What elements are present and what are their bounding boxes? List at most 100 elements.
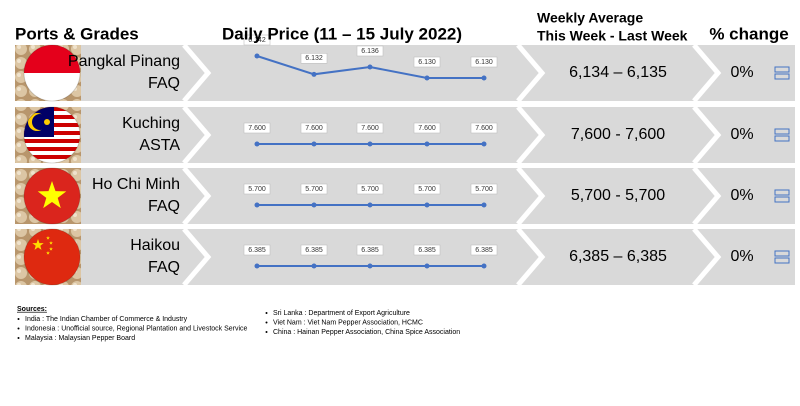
price-point: [311, 141, 317, 147]
price-label: 6.130: [418, 59, 436, 66]
detail-icon: [774, 189, 790, 196]
flag-part: [49, 247, 53, 251]
flag-shade: [23, 228, 81, 286]
price-label: 6.130: [475, 59, 493, 66]
change: 0%: [730, 126, 753, 143]
price-label-box: [356, 183, 384, 195]
chevron: [182, 166, 212, 226]
header-daily-price: Daily Price (11 – 15 July 2022): [222, 24, 462, 43]
chevron: [182, 43, 212, 103]
port-name: Kuching: [122, 115, 180, 132]
price-label-box: [470, 56, 498, 68]
detail-icon: [774, 66, 790, 73]
price-point: [367, 202, 373, 208]
grade: FAQ: [148, 75, 180, 92]
price-row: Kuching ASTA 7,600 - 7,600 0% 7.600 7.600 7.60…: [15, 105, 795, 165]
price-label-box: [300, 122, 328, 134]
price-point: [367, 141, 373, 147]
flag-shade: [23, 167, 81, 225]
flag: [24, 168, 80, 224]
bullet: [17, 327, 20, 330]
price-label: 5.700: [361, 186, 379, 193]
grade: ASTA: [139, 137, 180, 154]
price-label-box: [470, 183, 498, 195]
row-band: [15, 107, 795, 163]
price-label: 7.600: [361, 125, 379, 132]
price-label-box: [243, 122, 271, 134]
source-item: Malaysia : Malaysian Pepper Board: [25, 335, 135, 342]
price-label-box: [413, 122, 441, 134]
row-band: [15, 168, 795, 224]
price-label: 5.700: [475, 186, 493, 193]
flag: [24, 107, 80, 163]
detail-icon: [774, 135, 790, 142]
port-name: Ho Chi Minh: [92, 176, 180, 193]
change: 0%: [730, 64, 753, 81]
sources-title: Sources:: [17, 306, 47, 313]
flag-part: [49, 241, 53, 245]
weekly-average: 7,600 - 7,600: [571, 126, 665, 143]
price-label-box: [243, 34, 271, 46]
price-label-box: [413, 244, 441, 256]
price-label: 6.385: [475, 247, 493, 254]
price-point: [481, 263, 487, 269]
bullet: [17, 318, 20, 320]
price-point: [254, 202, 260, 208]
price-label-box: [243, 183, 271, 195]
change: 0%: [730, 187, 753, 204]
detail-icon: [774, 196, 790, 203]
rows: Pangkal Pinang FAQ 6,134 – 6,135 0% 6.142 6.1…: [15, 34, 795, 287]
port-name: Pangkal Pinang: [68, 53, 180, 70]
weekly-average: 5,700 - 5,700: [571, 187, 665, 204]
flag-part: [24, 151, 80, 155]
bullet: [265, 321, 268, 324]
flag-part: [24, 159, 80, 163]
weekly-average: 6,134 – 6,135: [569, 64, 667, 81]
header-weekly-2: This Week - Last Week: [537, 28, 688, 44]
price-point: [481, 141, 487, 147]
chevron: [692, 166, 722, 226]
price-row: Ho Chi Minh FAQ 5,700 - 5,700 0% 5.700 5.700 5…: [15, 166, 795, 226]
price-label: 5.700: [418, 186, 436, 193]
bullet: [265, 312, 268, 314]
bullet: [265, 331, 268, 333]
price-label-box: [300, 183, 328, 195]
price-label: 5.700: [305, 186, 323, 193]
source-item: India : The Indian Chamber of Commerce &…: [25, 316, 188, 323]
price-label-box: [356, 244, 384, 256]
price-point: [481, 75, 487, 81]
price-label: 6.385: [248, 247, 266, 254]
price-label-box: [300, 244, 328, 256]
detail-icon: [774, 128, 790, 135]
grade: FAQ: [148, 198, 180, 215]
price-label-box: [356, 122, 384, 134]
source-item: Viet Nam : Viet Nam Pepper Association, …: [273, 319, 423, 326]
price-label: 6.385: [305, 247, 323, 254]
flag-part: [24, 143, 80, 147]
chevron: [182, 227, 212, 287]
flag-part: [44, 119, 50, 125]
price-row: Pangkal Pinang FAQ 6,134 – 6,135 0% 6.142 6.1…: [15, 34, 795, 103]
price-label: 7.600: [305, 125, 323, 132]
weekly-average: 6,385 – 6,385: [569, 248, 667, 265]
price-point: [367, 263, 373, 269]
price-row: Haikou FAQ 6,385 – 6,385 0% 6.385 6.385 6.385 6…: [15, 227, 795, 287]
chevron: [692, 227, 722, 287]
price-point: [311, 202, 317, 208]
detail-icon: [774, 250, 790, 257]
price-label-box: [413, 56, 441, 68]
header-ports: Ports & Grades: [15, 24, 139, 43]
port-name: Haikou: [130, 237, 180, 254]
price-label: 7.600: [418, 125, 436, 132]
chevron: [692, 105, 722, 165]
price-label-box: [356, 45, 384, 57]
flag-part: [32, 114, 48, 130]
price-point: [424, 75, 430, 81]
price-point: [254, 263, 260, 269]
price-label-box: [243, 244, 271, 256]
price-point: [424, 202, 430, 208]
price-point: [424, 263, 430, 269]
bullet: [17, 337, 20, 339]
price-point: [424, 141, 430, 147]
